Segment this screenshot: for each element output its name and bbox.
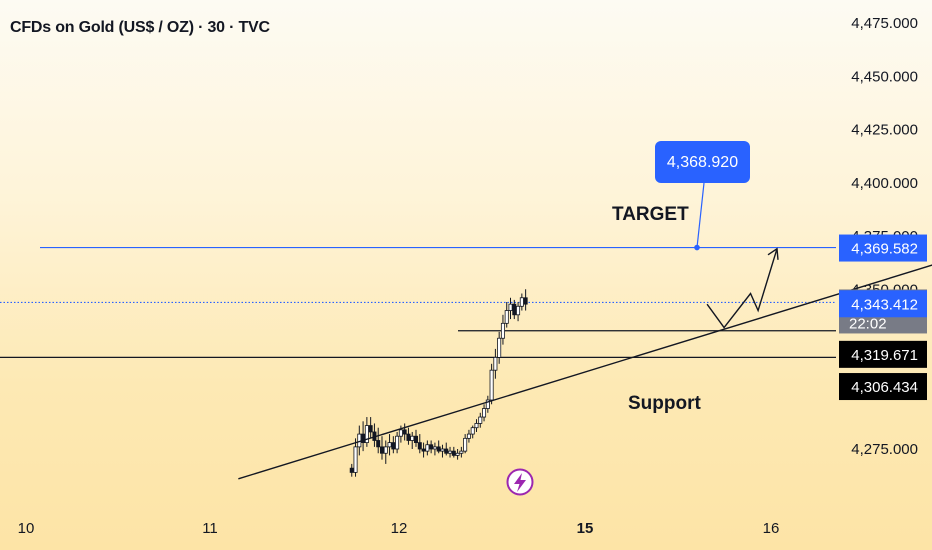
candle-body [368,425,373,433]
candle-body [425,444,430,452]
candle-body [455,452,460,456]
candle-body [508,303,513,311]
candle-body [353,446,358,473]
candle-body [402,429,407,435]
candle-body [349,467,354,473]
candle-body [474,423,479,429]
price-tag-label: 4,306.434 [851,379,918,396]
candle-body [504,310,509,324]
candle-body [497,337,502,358]
candle-body [432,446,437,450]
projection-arrowhead [767,247,779,260]
y-tick-label: 4,475.000 [851,15,918,32]
x-tick-label: 12 [391,520,408,537]
chart-title: CFDs on Gold (US$ / OZ) · 30 · TVC [10,19,270,36]
candle-body [451,450,456,456]
lightning-icon-bolt [514,473,526,492]
x-tick-label: 16 [763,520,780,537]
candle-body [500,322,505,339]
candle-body [478,416,483,424]
lightning-bolt-icon[interactable] [506,468,534,496]
price-tag-label: 4,369.582 [851,241,918,258]
candle-body [470,427,475,435]
x-axis: 10 11 12 15 16 [18,520,780,537]
candle-body [489,369,494,401]
candle-body [379,446,384,454]
x-tick-label: 11 [202,520,218,537]
price-tag-black [839,340,927,368]
price-tag-label: 4,343.412 [851,296,918,313]
candle-body [459,450,464,454]
candle-body [448,450,453,454]
candle-body [421,448,426,452]
y-tick-label: 4,425.000 [851,122,918,139]
candle-body [523,297,528,305]
y-tick-label: 4,450.000 [851,68,918,85]
candle-body [387,442,392,448]
target-label: TARGET [612,204,689,225]
candle-body [512,303,517,316]
target-callout-box[interactable] [655,141,750,183]
candle-body [436,446,441,452]
trendline[interactable] [238,173,932,480]
price-tags: 4,369.5824,343.80022:024,343.4124,319.67… [839,234,927,401]
candle-body [482,408,487,418]
horizontal-lines [0,246,836,359]
trendline-layer [238,173,932,480]
candle-body [398,429,403,437]
candle-body [429,444,434,450]
y-tick-label: 4,275.000 [851,441,918,458]
target-callout-value: 4,368.920 [667,154,738,171]
target-callout-leader [696,182,705,248]
candle-body [395,435,400,450]
candle-body [410,435,415,441]
candle-body [485,399,490,409]
price-tag-black [839,373,927,401]
candle-body [516,305,521,316]
candle-body [444,448,449,454]
y-tick-label: 4,400.000 [851,175,918,192]
candle-body [519,297,524,307]
price-tag-label: 4,319.671 [851,347,918,364]
candle-body [406,433,411,441]
candle-body [357,433,362,448]
candle-body [391,442,396,450]
candle-body [463,437,468,452]
price-tag-blue [839,290,927,318]
target-callout-dot [694,244,700,251]
candle-body [376,440,381,448]
candle-body [364,425,369,444]
candle-body [414,435,419,444]
price-tag-countdown: 22:02 [849,315,887,332]
support-label: Support [628,393,701,414]
candle-body [493,357,498,371]
candle-body [383,446,388,454]
candle-body [417,442,422,450]
price-tag-blue [839,234,927,262]
x-tick-label: 15 [577,520,594,537]
candle-body [440,448,445,452]
candle-series [349,289,528,477]
x-tick-label: 10 [18,520,35,537]
projection-path [706,248,778,329]
candle-body [466,433,471,439]
candle-body [361,433,366,444]
annotation-layer: 4,368.920 TARGET Support [506,141,779,496]
